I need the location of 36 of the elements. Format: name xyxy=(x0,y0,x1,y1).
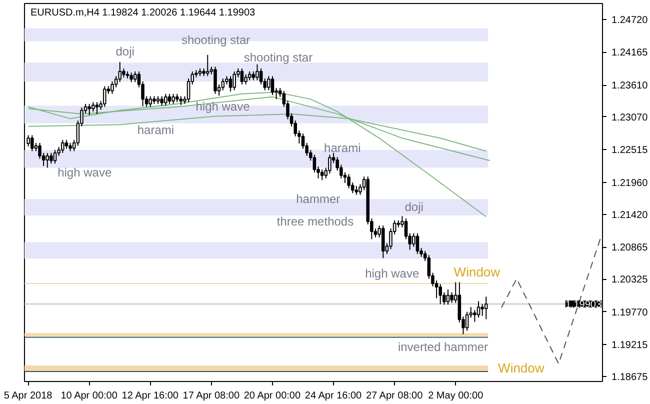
band-label: Window xyxy=(498,360,545,376)
y-tick-label: 1.18675 xyxy=(612,372,648,383)
annotation: doji xyxy=(116,44,134,59)
y-tick-label: 1.21420 xyxy=(612,210,648,221)
annotation: high wave xyxy=(196,100,250,114)
ref-line-label: Window xyxy=(454,264,501,280)
annotation: high wave xyxy=(365,266,420,280)
x-tick-label: 17 Apr 08:00 xyxy=(182,390,240,402)
x-tick-label: 12 Apr 16:00 xyxy=(122,390,179,402)
y-tick-label: 1.23610 xyxy=(612,80,648,92)
x-tick-label: 24 Apr 16:00 xyxy=(304,390,362,402)
x-tick-label: 5 Apr 2018 xyxy=(4,390,53,402)
chart-title: EURUSD.m,H4 1.19824 1.20026 1.19644 1.19903 xyxy=(30,8,256,18)
y-tick-label: 1.19770 xyxy=(612,307,648,318)
y-tick-label: 1.24165 xyxy=(612,48,648,59)
annotation: doji xyxy=(404,200,424,214)
annotation: shooting star xyxy=(244,50,313,65)
annotation: inverted hammer xyxy=(398,340,488,354)
annotation: three methods xyxy=(276,214,354,229)
annotation: harami xyxy=(137,123,174,138)
y-tick-label: 1.20325 xyxy=(612,274,648,286)
y-tick-label: 1.21960 xyxy=(612,178,648,189)
annotation: shooting star xyxy=(181,32,250,47)
y-tick-label: 1.19215 xyxy=(612,340,648,352)
y-tick-label: 1.22515 xyxy=(612,145,648,156)
x-tick-label: 27 Apr 08:00 xyxy=(366,390,424,402)
x-tick-label: 2 May 00:00 xyxy=(428,390,484,402)
x-tick-label: 20 Apr 00:00 xyxy=(244,390,302,402)
x-tick-label: 10 Apr 00:00 xyxy=(60,390,118,402)
annotation: high wave xyxy=(58,165,112,180)
ref-line-label: 1.19903 xyxy=(565,299,602,310)
y-tick-label: 1.20865 xyxy=(612,242,648,254)
y-tick-label: 1.23070 xyxy=(612,112,648,124)
annotation: hammer xyxy=(296,192,340,206)
y-tick-label: 1.24720 xyxy=(612,14,648,26)
annotation: harami xyxy=(324,140,361,155)
